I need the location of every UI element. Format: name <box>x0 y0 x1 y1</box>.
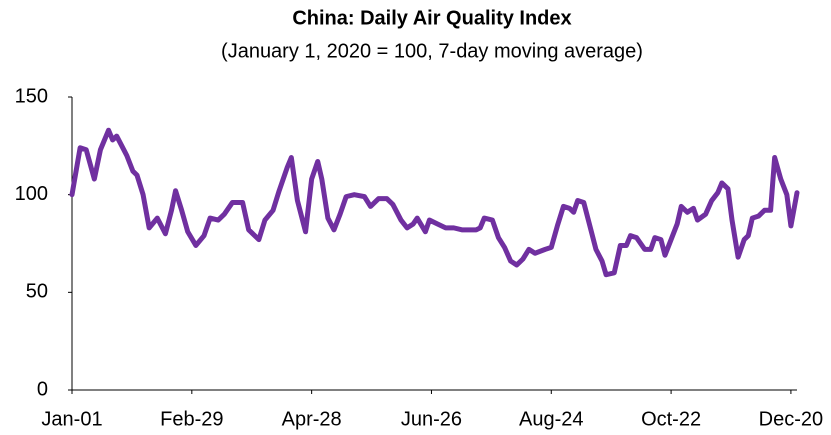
x-tick-label: Oct-22 <box>641 408 701 430</box>
chart-title: China: Daily Air Quality Index <box>292 7 571 29</box>
y-tick-label: 150 <box>15 85 48 107</box>
x-tick-label: Aug-24 <box>519 408 584 430</box>
x-tick-label: Apr-28 <box>282 408 342 430</box>
chart-subtitle: (January 1, 2020 = 100, 7-day moving ave… <box>221 40 643 62</box>
x-tick-label: Jun-26 <box>401 408 462 430</box>
x-tick-label: Feb-29 <box>160 408 223 430</box>
y-tick-label: 50 <box>26 281 48 303</box>
data-line <box>69 127 800 278</box>
x-tick-label: Jan-01 <box>41 408 102 430</box>
y-tick-label: 0 <box>37 378 48 400</box>
y-tick-label: 100 <box>15 183 48 205</box>
x-tick-label: Dec-20 <box>759 408 823 430</box>
